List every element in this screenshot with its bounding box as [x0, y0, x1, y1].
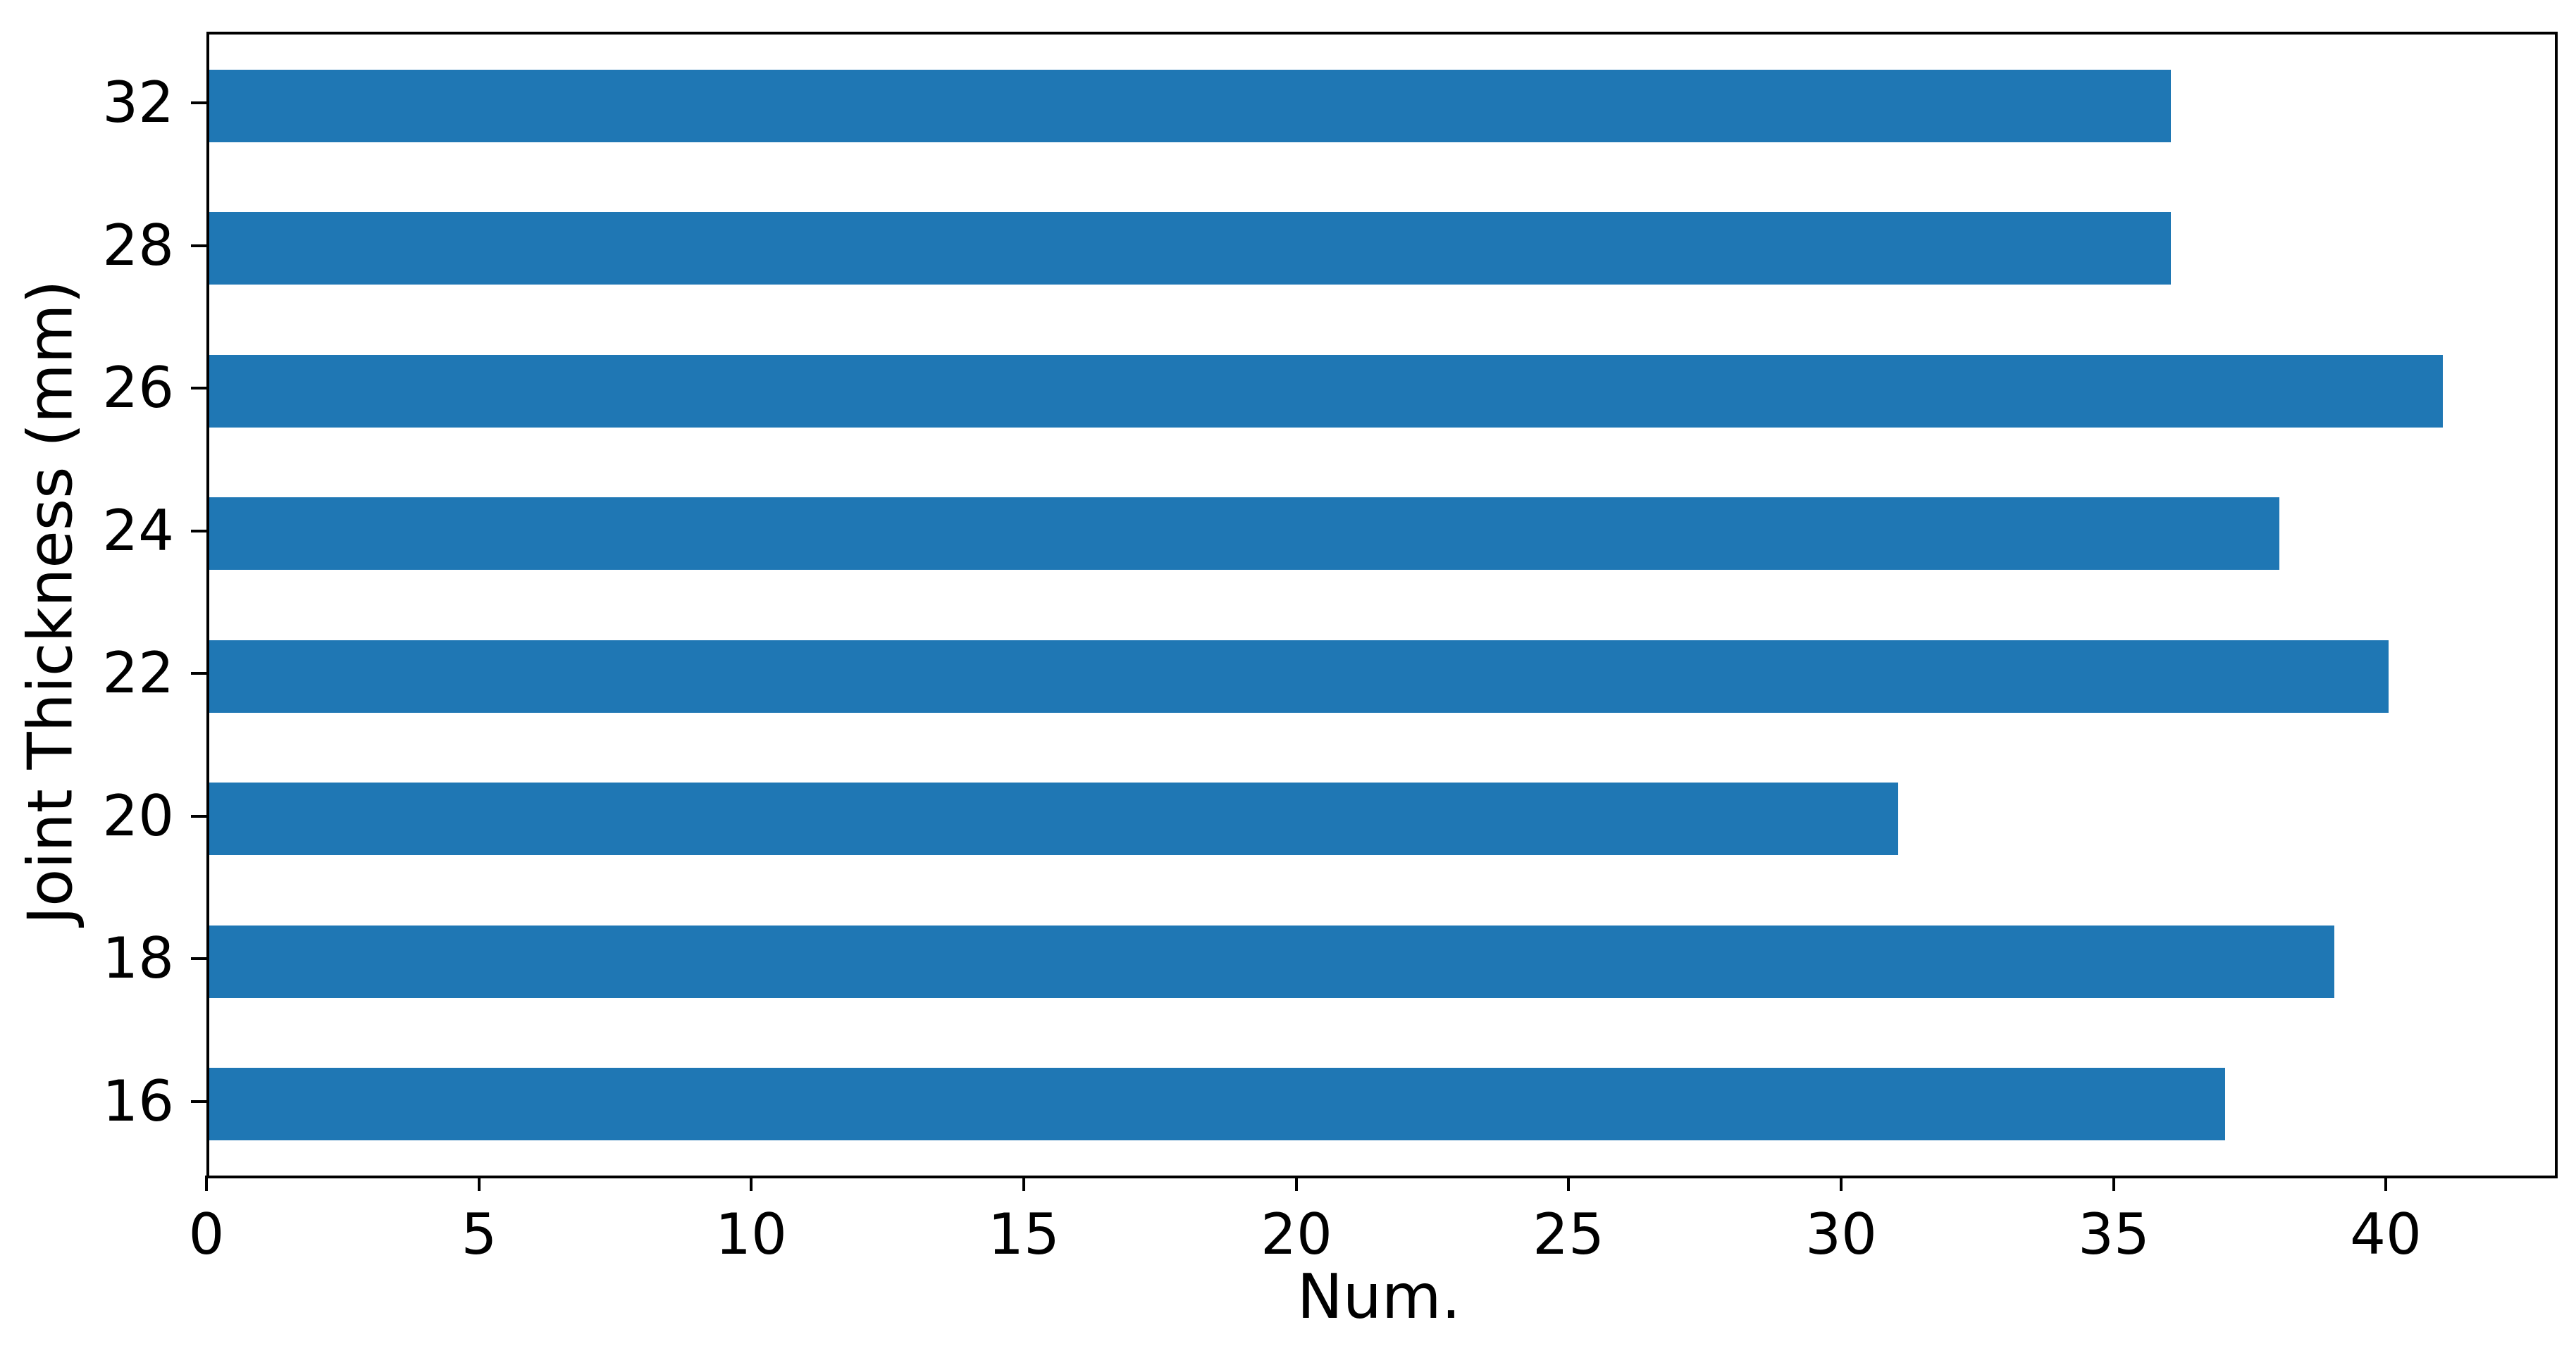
bar-28	[209, 212, 2171, 285]
bar-20	[209, 783, 1898, 855]
x-tick-label: 35	[2078, 1202, 2150, 1267]
x-tick-mark	[478, 1176, 481, 1191]
x-tick-mark	[2112, 1176, 2115, 1191]
y-tick-mark	[191, 244, 206, 247]
bar-22	[209, 640, 2389, 713]
y-tick-label: 24	[102, 498, 174, 563]
y-tick-mark	[191, 530, 206, 532]
y-tick-mark	[191, 387, 206, 390]
x-tick-label: 30	[1805, 1202, 1877, 1267]
y-tick-mark	[191, 672, 206, 675]
y-tick-label: 22	[102, 640, 174, 706]
bar-32	[209, 70, 2171, 142]
x-tick-mark	[1567, 1176, 1570, 1191]
bar-26	[209, 355, 2443, 428]
bar-16	[209, 1068, 2225, 1140]
bar-24	[209, 497, 2279, 570]
y-tick-mark	[191, 815, 206, 818]
x-tick-label: 25	[1532, 1202, 1604, 1267]
y-tick-mark	[191, 101, 206, 104]
x-tick-mark	[1022, 1176, 1025, 1191]
x-axis-label: Num.	[1296, 1261, 1461, 1333]
y-tick-label: 32	[102, 70, 174, 135]
bar-18	[209, 926, 2334, 998]
x-tick-label: 0	[188, 1202, 225, 1267]
x-tick-mark	[1295, 1176, 1298, 1191]
x-tick-mark	[1840, 1176, 1843, 1191]
x-tick-mark	[205, 1176, 208, 1191]
x-tick-label: 40	[2350, 1202, 2422, 1267]
y-tick-label: 20	[102, 783, 174, 849]
x-tick-label: 15	[988, 1202, 1060, 1267]
y-tick-label: 26	[102, 355, 174, 420]
y-tick-mark	[191, 1100, 206, 1103]
x-tick-mark	[750, 1176, 753, 1191]
plot-area	[206, 32, 2558, 1178]
x-tick-label: 5	[461, 1202, 497, 1267]
y-tick-mark	[191, 957, 206, 960]
y-axis-label: Joint Thickness (mm)	[14, 280, 87, 925]
y-tick-label: 28	[102, 213, 174, 278]
x-tick-mark	[2384, 1176, 2387, 1191]
y-tick-label: 18	[102, 926, 174, 991]
x-tick-label: 20	[1261, 1202, 1332, 1267]
y-tick-label: 16	[102, 1068, 174, 1134]
x-tick-label: 10	[715, 1202, 787, 1267]
